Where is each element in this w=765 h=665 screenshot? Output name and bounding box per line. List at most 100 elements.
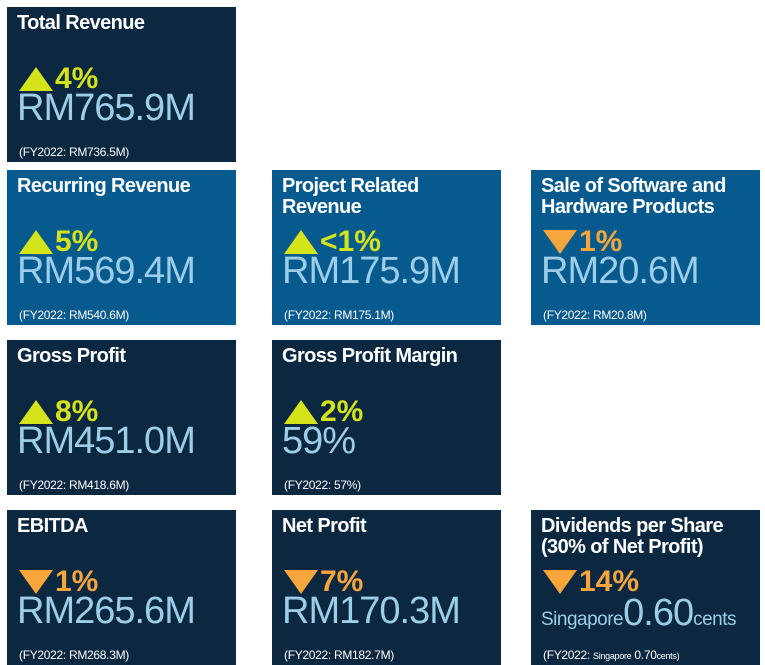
change: 2% — [284, 395, 363, 429]
value-prefix: Singapore — [541, 609, 624, 630]
card-title: Recurring Revenue — [17, 176, 226, 197]
card-title: EBITDA — [17, 516, 226, 537]
value-number: RM20.6M — [541, 250, 700, 292]
previous-unit: Singapore — [593, 651, 632, 661]
previous-suffix: cents) — [656, 651, 680, 661]
change: 7% — [284, 565, 363, 599]
change-percent: 2% — [320, 395, 364, 428]
value: Singapore0.60cents — [541, 592, 737, 635]
change: 1% — [543, 225, 622, 259]
previous-value: (FY2022: 57%) — [284, 478, 361, 492]
value: RM20.6M — [541, 250, 700, 293]
down-arrow — [284, 570, 318, 594]
value-number: 59% — [282, 420, 356, 462]
kpi-card: Recurring Revenue 5% RM569.4M (FY2022: RM54… — [7, 170, 236, 325]
previous: (FY2022: RM418.6M) — [19, 478, 129, 492]
card-title: Sale of Software and Hardware Products — [541, 176, 750, 218]
card-title: Net Profit — [282, 516, 491, 537]
title-line: Net Profit — [282, 515, 367, 537]
previous: (FY2022: 57%) — [284, 478, 361, 492]
change-percent: <1% — [320, 225, 381, 258]
change-percent: 14% — [579, 565, 640, 598]
previous: (FY2022: RM20.8M) — [543, 308, 647, 322]
previous: (FY2022: RM736.5M) — [19, 145, 129, 159]
value: 59% — [282, 420, 356, 463]
previous-value: (FY2022: RM540.6M) — [19, 308, 129, 322]
card-title: Gross Profit — [17, 346, 226, 367]
previous-value: (FY2022: RM20.8M) — [543, 308, 647, 322]
value-number: RM765.9M — [17, 87, 196, 129]
title-line: Gross Profit — [17, 345, 126, 367]
change-percent: 4% — [55, 62, 99, 95]
down-arrow — [543, 230, 577, 254]
arrow-shape — [284, 230, 318, 254]
arrow-shape — [19, 570, 53, 594]
value: RM765.9M — [17, 87, 196, 130]
arrow-shape — [284, 570, 318, 594]
down-arrow — [543, 570, 577, 594]
previous-value: (FY2022: RM268.3M) — [19, 648, 129, 662]
card-title: Total Revenue — [17, 13, 226, 34]
value: RM569.4M — [17, 250, 196, 293]
up-arrow — [19, 400, 53, 424]
title-line: EBITDA — [17, 515, 88, 537]
value-number: 0.60 — [623, 592, 694, 634]
change: 5% — [19, 225, 98, 259]
title-line: Hardware Products — [541, 196, 715, 218]
value-suffix: cents — [693, 609, 737, 630]
previous: (FY2022: Singapore 0.70cents) — [543, 648, 680, 662]
change-percent: 8% — [55, 395, 99, 428]
previous-prefix: (FY2022: — [543, 648, 590, 662]
kpi-card: Total Revenue 4% RM765.9M (FY2022: RM736.5M… — [7, 7, 236, 162]
title-line: Sale of Software and — [541, 175, 726, 197]
previous: (FY2022: RM540.6M) — [19, 308, 129, 322]
arrow-shape — [543, 230, 577, 254]
previous: (FY2022: RM182.7M) — [284, 648, 394, 662]
previous-value: (FY2022: RM418.6M) — [19, 478, 129, 492]
previous: (FY2022: RM175.1M) — [284, 308, 394, 322]
arrow-shape — [284, 400, 318, 424]
value-number: RM569.4M — [17, 250, 196, 292]
title-line: Total Revenue — [17, 12, 145, 34]
card-title: Dividends per Share (30% of Net Profit) — [541, 516, 750, 558]
kpi-card: Dividends per Share (30% of Net Profit) 14… — [531, 510, 760, 665]
change-percent: 7% — [320, 565, 364, 598]
card-title: Project Related Revenue — [282, 176, 491, 218]
up-arrow — [19, 230, 53, 254]
title-line: Dividends per Share — [541, 515, 724, 537]
up-arrow — [19, 67, 53, 91]
kpi-card: Gross Profit Margin 2% 59% (FY2022: 57%) — [272, 340, 501, 495]
value-number: RM451.0M — [17, 420, 196, 462]
change: 1% — [19, 565, 98, 599]
previous-value: 0.70 — [634, 648, 657, 662]
change: 14% — [543, 565, 639, 599]
change-percent: 1% — [55, 565, 99, 598]
previous-value: (FY2022: RM736.5M) — [19, 145, 129, 159]
value: RM175.9M — [282, 250, 461, 293]
arrow-shape — [19, 400, 53, 424]
title-line: Recurring Revenue — [17, 175, 191, 197]
previous-value: (FY2022: RM175.1M) — [284, 308, 394, 322]
value-number: RM175.9M — [282, 250, 461, 292]
down-arrow — [19, 570, 53, 594]
arrow-shape — [19, 230, 53, 254]
previous-value: (FY2022: RM182.7M) — [284, 648, 394, 662]
value: RM265.6M — [17, 590, 196, 633]
change-percent: 1% — [579, 225, 623, 258]
previous: (FY2022: RM268.3M) — [19, 648, 129, 662]
kpi-card: Gross Profit 8% RM451.0M (FY2022: RM418.6M) — [7, 340, 236, 495]
kpi-card: Project Related Revenue <1% RM175.9M (FY202… — [272, 170, 501, 325]
value-number: RM265.6M — [17, 590, 196, 632]
title-line: Project Related Revenue — [282, 175, 419, 218]
value: RM451.0M — [17, 420, 196, 463]
change-percent: 5% — [55, 225, 99, 258]
up-arrow — [284, 230, 318, 254]
value-number: RM170.3M — [282, 590, 461, 632]
arrow-shape — [19, 67, 53, 91]
kpi-card: EBITDA 1% RM265.6M (FY2022: RM268.3M) — [7, 510, 236, 665]
card-title: Gross Profit Margin — [282, 346, 491, 367]
title-line: (30% of Net Profit) — [541, 536, 704, 558]
kpi-card: Sale of Software and Hardware Products 1% R… — [531, 170, 760, 325]
kpi-card: Net Profit 7% RM170.3M (FY2022: RM182.7M) — [272, 510, 501, 665]
